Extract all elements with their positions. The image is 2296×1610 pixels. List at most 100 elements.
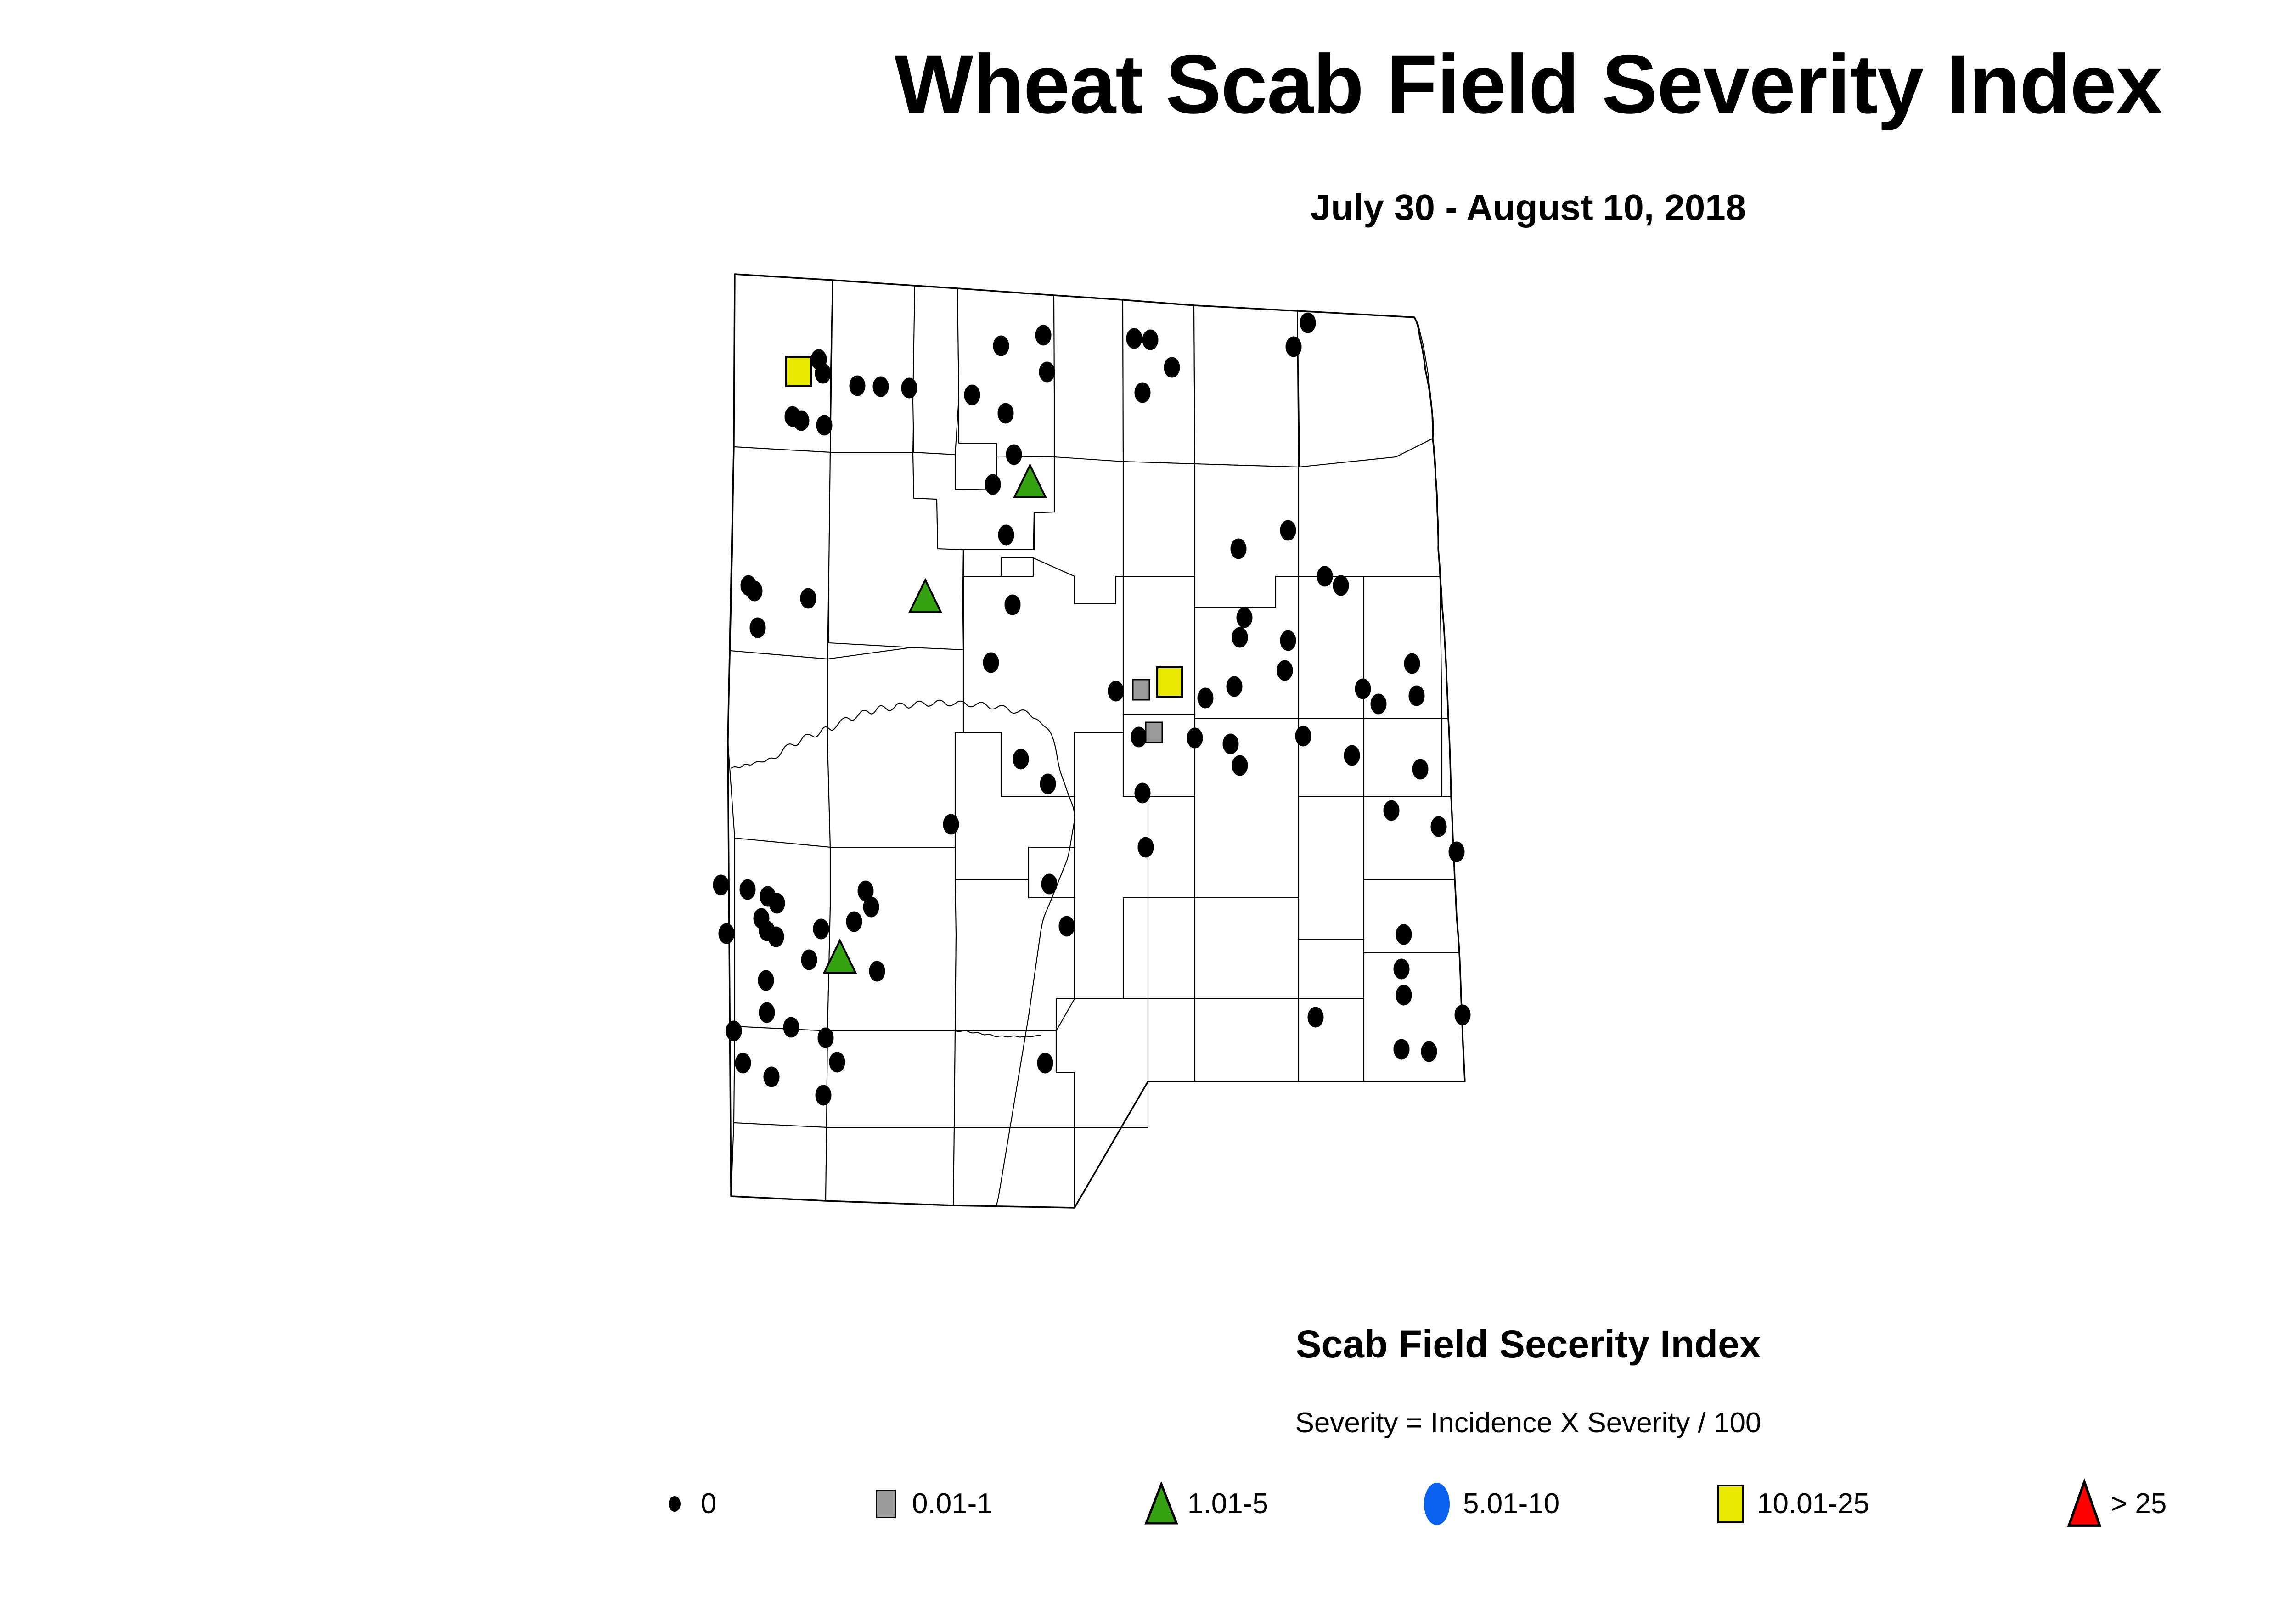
legend-item-3[interactable]: 5.01-10 [1419,1469,1559,1538]
marker-triangle-green[interactable] [1013,463,1047,498]
marker-dot[interactable] [943,814,959,835]
north-dakota-county-map[interactable] [707,255,2296,1242]
marker-dot[interactable] [1404,653,1420,674]
marker-dot[interactable] [1280,630,1296,651]
marker-square-yellow[interactable] [785,356,812,387]
marker-dot[interactable] [849,375,866,396]
county-stark[interactable] [827,846,957,1032]
marker-dot[interactable] [1131,726,1147,748]
county-burke[interactable] [829,279,916,453]
county-mcintosh[interactable] [1147,998,1196,1082]
marker-dot[interactable] [997,403,1014,424]
marker-dot[interactable] [749,617,766,638]
marker-dot[interactable] [872,376,889,397]
marker-dot[interactable] [1280,520,1296,541]
marker-dot[interactable] [901,377,917,399]
legend-item-5[interactable]: > 25 [2066,1469,2167,1538]
county-sargent[interactable] [1298,998,1365,1082]
county-towner[interactable] [1122,299,1196,465]
marker-dot[interactable] [846,911,862,932]
marker-dot[interactable] [735,1053,751,1074]
marker-dot[interactable] [1307,1007,1324,1028]
marker-dot[interactable] [815,1085,832,1106]
marker-dot[interactable] [1396,924,1412,945]
marker-dot[interactable] [983,652,999,673]
county-renville[interactable] [912,285,960,456]
county-eddy[interactable] [1298,575,1365,720]
marker-dot[interactable] [800,588,816,609]
county-cass[interactable] [1363,878,1460,954]
marker-dot[interactable] [1396,985,1412,1006]
marker-dot[interactable] [1037,1053,1053,1074]
county-bowman[interactable] [733,1025,828,1128]
marker-dot[interactable] [1383,800,1400,821]
marker-square-yellow[interactable] [1156,666,1183,698]
marker-layer[interactable] [713,312,1471,1106]
marker-dot[interactable] [1277,660,1293,681]
marker-group-zero[interactable] [713,312,1471,1106]
marker-dot[interactable] [758,970,774,991]
marker-dot[interactable] [793,410,810,431]
marker-group-gray[interactable] [1132,679,1163,743]
marker-dot[interactable] [863,896,879,918]
county-pierce[interactable] [1122,461,1196,577]
marker-dot[interactable] [1430,816,1447,837]
marker-dot[interactable] [1295,726,1311,747]
county-slope[interactable] [730,1122,827,1202]
marker-dot[interactable] [769,893,785,914]
marker-dot[interactable] [1222,733,1239,754]
marker-dot[interactable] [1232,627,1248,648]
legend-item-4[interactable]: 10.01-25 [1713,1469,1869,1538]
marker-dot[interactable] [1041,873,1058,895]
marker-dot[interactable] [1344,745,1360,766]
marker-dot[interactable] [1333,575,1349,596]
marker-dot[interactable] [1134,382,1151,403]
legend-item-2[interactable]: 1.01-5 [1143,1469,1268,1538]
marker-dot[interactable] [1355,678,1371,699]
marker-square-gray[interactable] [1145,721,1163,743]
marker-dot[interactable] [1004,594,1021,615]
marker-dot[interactable] [739,879,756,900]
marker-dot[interactable] [1134,782,1151,804]
marker-dot[interactable] [1013,749,1029,770]
marker-dot[interactable] [993,335,1009,356]
marker-dot[interactable] [1230,538,1247,559]
marker-dot[interactable] [759,1002,775,1023]
county-williams[interactable] [729,446,831,660]
county-pembina[interactable] [1296,310,1434,468]
county-barnes[interactable] [1298,796,1365,940]
marker-dot[interactable] [1137,837,1154,858]
marker-group-green[interactable] [822,463,1047,974]
marker-dot[interactable] [718,923,735,944]
marker-dot[interactable] [1126,328,1142,349]
county-griggs[interactable] [1363,718,1443,798]
county-logan[interactable] [1147,897,1196,1000]
marker-dot[interactable] [726,1020,742,1041]
marker-dot[interactable] [1421,1041,1437,1062]
marker-dot[interactable] [817,1027,834,1048]
marker-triangle-green[interactable] [822,938,857,974]
county-traill[interactable] [1363,796,1456,880]
marker-dot[interactable] [1039,361,1055,383]
marker-dot[interactable] [1412,759,1429,780]
county-morton[interactable] [954,878,1075,1032]
marker-dot[interactable] [1236,607,1253,628]
marker-triangle-green[interactable] [908,578,943,613]
county-hettinger[interactable] [826,1030,956,1128]
marker-dot[interactable] [1040,773,1056,794]
marker-dot[interactable] [815,363,831,384]
marker-dot[interactable] [1448,841,1465,862]
county-dunn[interactable] [827,647,964,848]
marker-dot[interactable] [998,524,1014,546]
marker-dot[interactable] [1393,1039,1410,1060]
county-adams[interactable] [825,1126,955,1206]
marker-dot[interactable] [1370,693,1387,715]
marker-dot[interactable] [1164,357,1180,378]
county-emmons[interactable] [1055,998,1149,1128]
marker-dot[interactable] [869,961,885,982]
marker-dot[interactable] [1285,336,1302,357]
county-rolette[interactable] [1053,294,1124,462]
marker-dot[interactable] [1317,566,1333,587]
marker-dot[interactable] [1226,676,1243,697]
marker-dot[interactable] [1197,687,1214,709]
